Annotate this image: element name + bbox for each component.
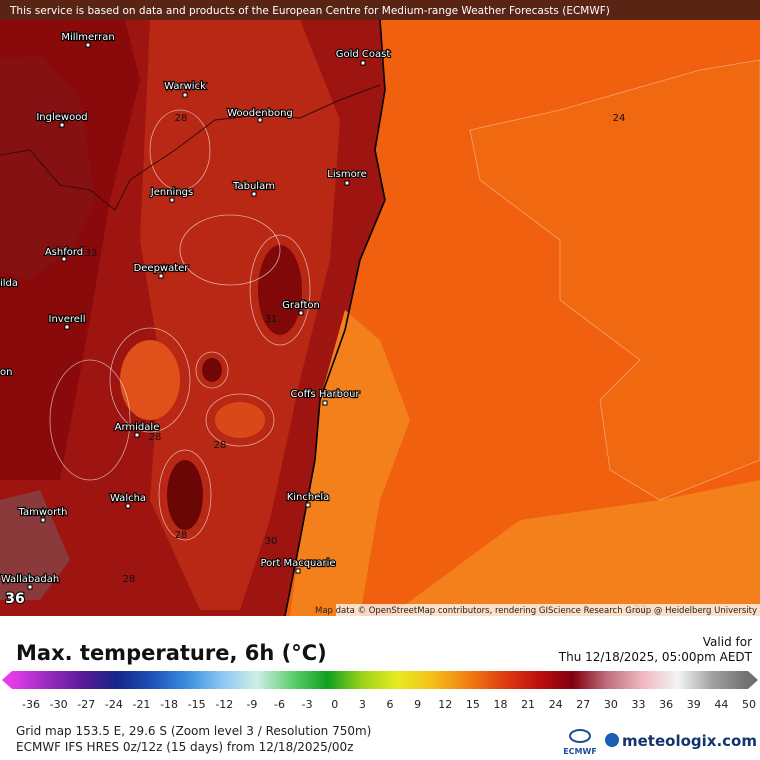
colorbar-ticks: -36 -30 -27 -24 -21 -18 -15 -12 -9 -6 -3 0 3 6 9 12 15 18… bbox=[22, 698, 756, 711]
place-label: on bbox=[0, 367, 12, 378]
coastline bbox=[284, 19, 386, 617]
ecmwf-label: ECMWF bbox=[563, 747, 597, 756]
grid-info: Grid map 153.5 E, 29.6 S (Zoom level 3 /… bbox=[16, 724, 371, 738]
colorbar-tick-label: 36 bbox=[659, 698, 673, 711]
warm-sea bbox=[390, 480, 760, 616]
colorbar-tick-label: -21 bbox=[132, 698, 150, 711]
colorbar-tick-label: 50 bbox=[742, 698, 756, 711]
contour-label: 33 bbox=[85, 248, 98, 259]
colorbar-tick-label: -18 bbox=[160, 698, 178, 711]
colorbar-tick-label: -9 bbox=[246, 698, 257, 711]
model-info: ECMWF IFS HRES 0z/12z (15 days) from 12/… bbox=[16, 740, 353, 754]
place-label: Inglewood bbox=[36, 112, 87, 123]
colorbar-tick-label: -6 bbox=[274, 698, 285, 711]
warm-blob bbox=[215, 402, 265, 438]
colorbar-tick-label: -24 bbox=[105, 698, 123, 711]
place-label: Port Macquarie bbox=[260, 558, 335, 569]
hot-blob bbox=[258, 245, 302, 335]
contour-label: 28 bbox=[214, 440, 227, 451]
colorbar-tick-label: 9 bbox=[414, 698, 421, 711]
map: Millmerran Gold Coast Warwick Inglewood … bbox=[0, 0, 760, 617]
place-label: Tabulam bbox=[232, 181, 275, 192]
colorbar-tick-label: -36 bbox=[22, 698, 40, 711]
colorbar bbox=[12, 671, 748, 689]
warm-sea bbox=[290, 310, 410, 616]
hot-blob bbox=[202, 358, 222, 382]
ecmwf-logo: ECMWF bbox=[563, 729, 597, 756]
place-label: Gold Coast bbox=[336, 49, 391, 60]
state-border bbox=[0, 84, 381, 211]
colorbar-tick-label: 15 bbox=[466, 698, 480, 711]
colorbar-tick-label: -15 bbox=[188, 698, 206, 711]
cool-patch bbox=[0, 490, 70, 600]
legend-title: Max. temperature, 6h (°C) bbox=[16, 641, 327, 665]
contour-label: 28 bbox=[123, 574, 136, 585]
place-label: Grafton bbox=[282, 300, 320, 311]
place-label: Tamworth bbox=[18, 507, 68, 518]
contour-label: 28 bbox=[149, 432, 162, 443]
place-label: Deepwater bbox=[134, 263, 190, 274]
place-label: Jennings bbox=[150, 187, 193, 198]
banner: This service is based on data and produc… bbox=[9, 5, 610, 17]
brand-icon bbox=[605, 733, 619, 747]
colorbar-tick-label: -30 bbox=[50, 698, 68, 711]
place-label: Kinchela bbox=[287, 492, 330, 503]
place-markers bbox=[27, 42, 366, 590]
colorbar-tick-label: 0 bbox=[331, 698, 338, 711]
colorbar-arrow-right bbox=[748, 671, 758, 689]
place-label: Coffs Harbour bbox=[290, 389, 360, 400]
place-label: Walcha bbox=[110, 493, 146, 504]
warm-blob bbox=[120, 340, 180, 420]
colorbar-tick-label: 27 bbox=[576, 698, 590, 711]
banner-bg bbox=[0, 0, 760, 20]
colorbar-arrow-left bbox=[2, 671, 12, 689]
place-label: Ashford bbox=[45, 247, 83, 258]
colorbar-tick-label: 3 bbox=[359, 698, 366, 711]
contours bbox=[49, 109, 311, 541]
hot-zone bbox=[0, 0, 140, 480]
colorbar-tick-label: 12 bbox=[438, 698, 452, 711]
attribution-bg bbox=[336, 604, 760, 616]
contour-label: 28 bbox=[175, 113, 188, 124]
colorbar-tick-label: -12 bbox=[215, 698, 233, 711]
place-label: Wallabadah bbox=[1, 574, 59, 585]
place-label: ilda bbox=[0, 278, 18, 289]
place-label: Inverell bbox=[49, 314, 86, 325]
place-label: Lismore bbox=[327, 169, 366, 180]
hot-blob bbox=[167, 460, 203, 530]
contour-label: 24 bbox=[613, 113, 626, 124]
contour-label: 31 bbox=[265, 314, 278, 325]
colorbar-tick-label: 6 bbox=[387, 698, 394, 711]
contour-label: 28 bbox=[175, 530, 188, 541]
colorbar-tick-label: 30 bbox=[604, 698, 618, 711]
contour-label: 36 bbox=[5, 591, 24, 607]
valid-label: Valid for bbox=[703, 635, 752, 649]
contour-label: 30 bbox=[265, 536, 278, 547]
place-label: Warwick bbox=[164, 81, 206, 92]
place-label: Millmerran bbox=[61, 32, 114, 43]
colorbar-tick-label: 33 bbox=[632, 698, 646, 711]
attribution: Map data © OpenStreetMap contributors, r… bbox=[315, 606, 757, 616]
colorbar-tick-label: 21 bbox=[521, 698, 535, 711]
place-label: Woodenbong bbox=[227, 108, 293, 119]
colorbar-tick-label: 39 bbox=[687, 698, 701, 711]
sea-contour bbox=[469, 59, 760, 501]
colorbar-tick-label: 18 bbox=[493, 698, 507, 711]
valid-time: Thu 12/18/2025, 05:00pm AEDT bbox=[558, 650, 753, 664]
colorbar-tick-label: 24 bbox=[549, 698, 563, 711]
brand: meteologix.com bbox=[622, 732, 757, 750]
place-label: Armidale bbox=[115, 422, 160, 433]
colorbar-tick-label: -3 bbox=[302, 698, 313, 711]
colorbar-tick-label: 44 bbox=[714, 698, 728, 711]
colorbar-tick-label: -27 bbox=[77, 698, 95, 711]
